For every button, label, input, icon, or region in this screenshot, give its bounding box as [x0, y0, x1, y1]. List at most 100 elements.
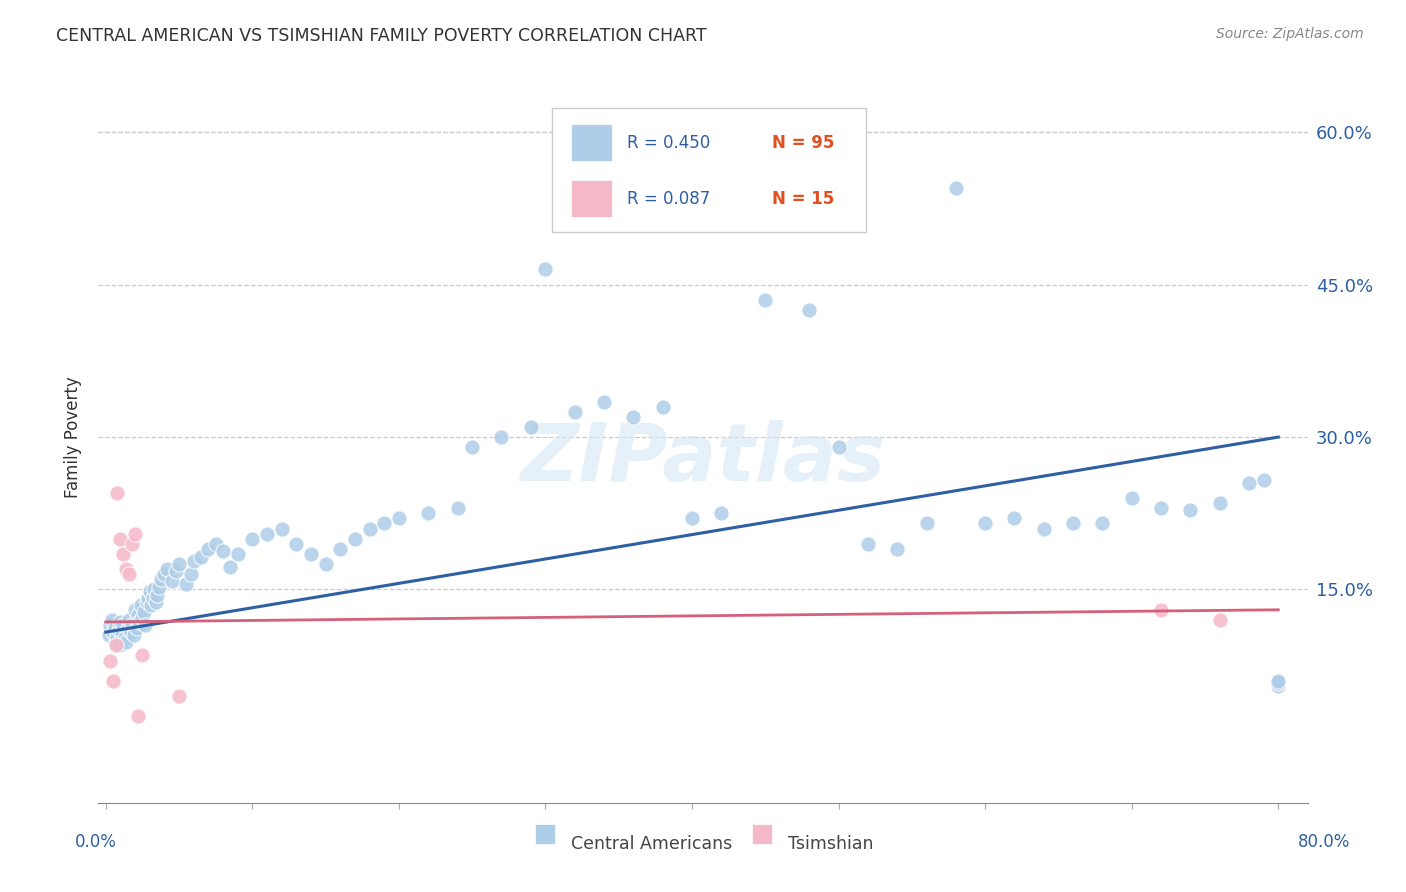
Text: 0.0%: 0.0%: [75, 833, 117, 851]
Point: [167, 689, 190, 703]
Point: [359, 521, 381, 535]
Point: [121, 618, 143, 632]
Point: [285, 537, 308, 551]
Point: [134, 618, 156, 632]
Point: [1032, 521, 1054, 535]
Point: [107, 486, 129, 500]
Point: [122, 628, 145, 642]
Point: [107, 630, 129, 644]
Point: [117, 621, 139, 635]
Point: [299, 547, 322, 561]
Point: [1091, 516, 1114, 531]
Point: [110, 532, 132, 546]
Point: [141, 598, 163, 612]
Point: [1004, 511, 1026, 525]
Point: [180, 567, 202, 582]
Point: [114, 632, 136, 646]
Point: [1253, 473, 1275, 487]
Point: [127, 607, 149, 622]
Point: [240, 532, 263, 546]
Point: [491, 430, 513, 444]
Text: ZIPatlas: ZIPatlas: [520, 420, 886, 498]
Point: [329, 541, 352, 556]
Text: CENTRAL AMERICAN VS TSIMSHIAN FAMILY POVERTY CORRELATION CHART: CENTRAL AMERICAN VS TSIMSHIAN FAMILY POV…: [56, 27, 707, 45]
Point: [111, 625, 134, 640]
Point: [418, 506, 440, 520]
Point: [98, 654, 121, 668]
Point: [1267, 679, 1289, 693]
Point: [256, 526, 278, 541]
Point: [1208, 496, 1230, 510]
Point: [197, 541, 219, 556]
Point: [153, 567, 176, 582]
Point: [101, 673, 124, 688]
Point: [148, 581, 170, 595]
Point: [127, 709, 149, 723]
Point: [124, 526, 146, 541]
Point: [886, 541, 908, 556]
Point: [101, 625, 124, 640]
Point: [343, 532, 366, 546]
Point: [915, 516, 938, 531]
Point: [446, 501, 468, 516]
Point: [120, 625, 142, 640]
Point: [1062, 516, 1084, 531]
Point: [212, 544, 235, 558]
Point: [204, 537, 226, 551]
Point: [136, 591, 159, 605]
Point: [1267, 676, 1289, 690]
Point: [520, 420, 543, 434]
Point: [118, 567, 141, 582]
Point: [145, 594, 167, 608]
Point: [143, 582, 166, 597]
Point: [1208, 613, 1230, 627]
Point: [131, 648, 153, 663]
Point: [97, 628, 120, 642]
Point: [1150, 501, 1173, 516]
Point: [108, 623, 131, 637]
Point: [124, 603, 146, 617]
Point: [100, 613, 122, 627]
Point: [125, 621, 148, 635]
Y-axis label: Family Poverty: Family Poverty: [65, 376, 83, 498]
Point: [183, 554, 205, 568]
Point: [110, 638, 132, 652]
Point: [156, 562, 179, 576]
Point: [115, 635, 138, 649]
Point: [651, 400, 673, 414]
Point: [827, 440, 849, 454]
Point: [132, 605, 155, 619]
Point: [146, 588, 169, 602]
Point: [121, 537, 143, 551]
Point: [160, 574, 183, 589]
Point: [1121, 491, 1143, 505]
Point: [945, 181, 967, 195]
Point: [621, 409, 644, 424]
Point: [103, 621, 125, 635]
Point: [135, 594, 157, 608]
Point: [112, 547, 135, 561]
Point: [98, 618, 121, 632]
Point: [799, 303, 821, 318]
Point: [856, 537, 879, 551]
Point: [150, 572, 173, 586]
Point: [112, 618, 135, 632]
Point: [105, 635, 128, 649]
Point: [681, 511, 703, 525]
Legend: Central Americans, Tsimshian: Central Americans, Tsimshian: [526, 826, 880, 860]
Text: 80.0%: 80.0%: [1298, 833, 1351, 851]
Point: [388, 511, 411, 525]
Point: [129, 598, 152, 612]
Point: [167, 557, 190, 571]
Point: [131, 611, 153, 625]
Point: [270, 521, 292, 535]
Point: [226, 547, 249, 561]
Point: [754, 293, 776, 307]
Point: [165, 564, 187, 578]
Point: [593, 394, 616, 409]
Point: [115, 562, 138, 576]
Point: [118, 613, 141, 627]
Point: [1237, 475, 1260, 490]
Point: [219, 560, 242, 574]
Point: [110, 615, 132, 629]
